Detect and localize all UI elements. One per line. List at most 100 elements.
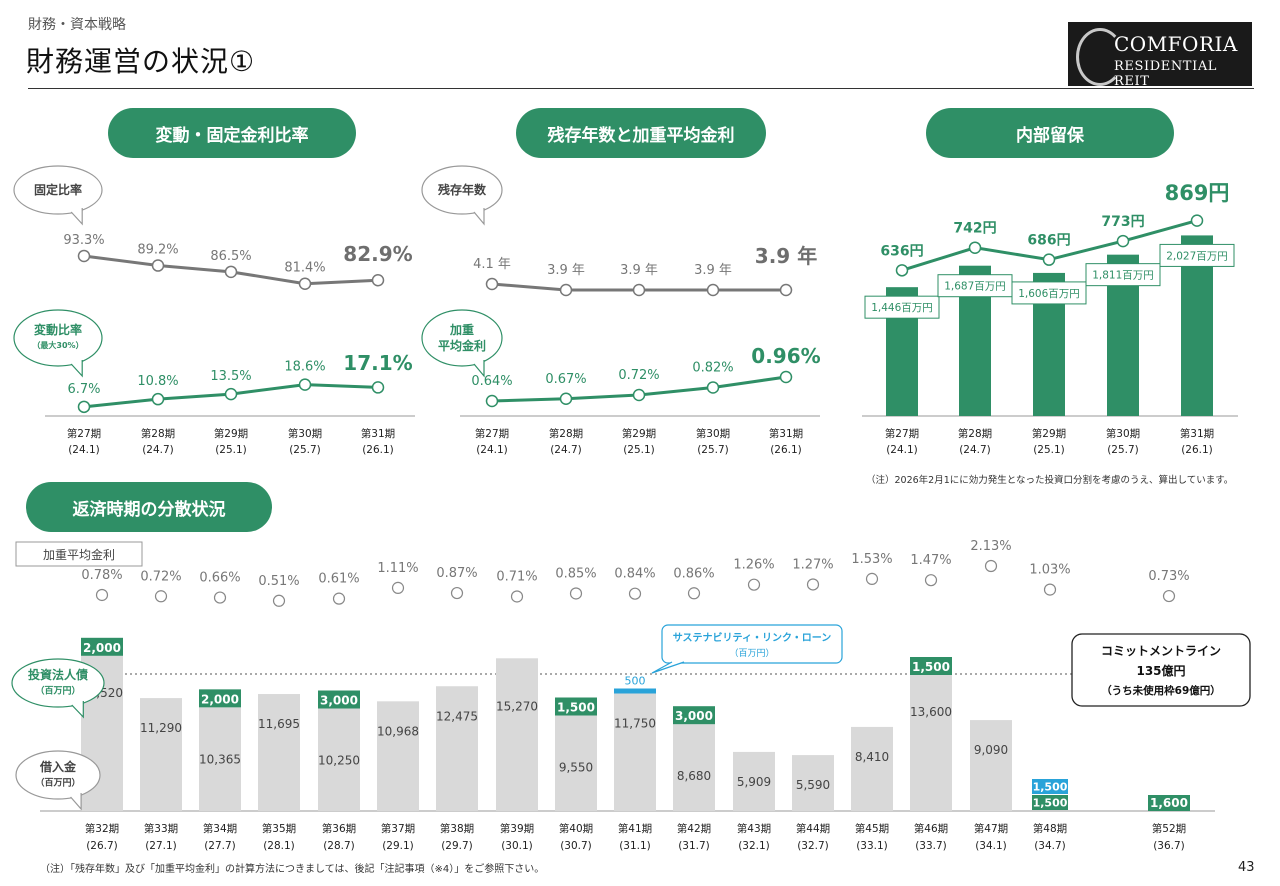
bond-bar-2	[199, 689, 241, 708]
bond-legend-bubble	[11, 658, 105, 708]
distribution-tick-10: 第42期	[677, 822, 711, 835]
sll-callout-unit: （百万円）	[729, 648, 774, 659]
loan-bar-5	[377, 701, 419, 811]
retained-per-unit-label-4: 869円	[1165, 181, 1230, 205]
retained-x-tick-sub-3: (25.7)	[1107, 444, 1139, 456]
loan-label-13: 8,410	[855, 750, 889, 764]
retained-earnings-chart: 1,446百万円 1,687百万円 1,606百万円 1,811百万円 2,027百万円…	[862, 181, 1238, 456]
avg-rate-legend-bubble-tail	[473, 360, 485, 378]
loan-bar-9	[614, 693, 656, 811]
remaining-years-point-2	[632, 283, 646, 297]
loan-label-4: 10,250	[318, 754, 360, 768]
distribution-tick-16: 第48期	[1033, 822, 1067, 835]
retained-note: （注）2026年2月1にに効力発生となった投資口分割を考慮のうえ、算出しています…	[866, 475, 1234, 486]
bond-bar-16	[1032, 795, 1068, 810]
avg-rate-label-2: 0.72%	[618, 368, 659, 383]
rate-point-6	[450, 586, 464, 600]
distribution-tick-sub-10: (31.7)	[678, 840, 710, 852]
commitment-line-2: 135億円	[1136, 663, 1185, 678]
logo-name: COMFORIA	[1114, 32, 1238, 56]
remaining-years-point-4	[779, 283, 793, 297]
bond-label-4: 3,000	[320, 694, 358, 708]
rate-point-1	[154, 590, 168, 603]
rate-point-7	[510, 590, 524, 603]
distribution-tick-sub-11: (32.1)	[738, 840, 770, 852]
distribution-tick-7: 第39期	[500, 822, 534, 835]
retained-x-tick-0: 第27期	[885, 427, 919, 440]
bond-bar-0	[81, 637, 123, 656]
loan-bar-15	[970, 720, 1012, 811]
maturity-rate-chart: 4.1 年 3.9 年 3.9 年 3.9 年 3.9 年 0.64% 0.67% 0.72%…	[421, 165, 821, 456]
fixed-rate-x-tick-0: 第27期	[67, 427, 101, 440]
loan-label-6: 12,475	[436, 709, 478, 723]
retained-bar-label-2: 1,606百万円	[1018, 288, 1080, 300]
floating-ratio-label-0: 6.7%	[67, 382, 100, 397]
bond-legend-bubble-tail	[71, 701, 84, 719]
retained-per-unit-label-1: 742円	[953, 221, 996, 237]
fixed-ratio-point-4	[371, 273, 385, 287]
loan-bar-4	[318, 708, 360, 811]
remaining-years-legend-bubble-tail	[473, 208, 485, 226]
fixed-rate-x-tick-sub-1: (24.7)	[142, 444, 174, 456]
distribution-tick-sub-6: (29.7)	[441, 840, 473, 852]
distribution-tick-17: 第52期	[1152, 822, 1186, 835]
footnote: （注）「残存年数」及び「加重平均金利」の計算方法につきましては、後記「注記事項（…	[40, 864, 545, 875]
remaining-years-point-3	[706, 283, 720, 297]
sll-label-9: 500	[625, 675, 646, 688]
panel-heading-maturity: 残存年数と加重平均金利	[516, 108, 766, 158]
floating-ratio-label-1: 10.8%	[137, 374, 178, 389]
rate-label-11: 1.26%	[733, 558, 774, 573]
fixed-ratio-point-1	[151, 259, 165, 272]
header-divider	[28, 88, 1254, 89]
fixed-ratio-point-2	[224, 265, 238, 279]
loan-label-15: 9,090	[974, 743, 1008, 757]
loan-legend-label-1: （百万円）	[35, 778, 80, 789]
rate-legend-box	[15, 541, 143, 567]
rate-label-3: 0.51%	[258, 574, 299, 589]
retained-x-tick-sub-2: (25.1)	[1033, 444, 1065, 456]
fixed-ratio-label-4: 82.9%	[343, 242, 412, 266]
rate-label-0: 0.78%	[81, 568, 122, 583]
retained-per-unit-point-2	[1042, 253, 1056, 266]
rate-point-3	[272, 594, 286, 607]
loan-label-3: 11,695	[258, 717, 300, 731]
bond-label-16: 1,500	[1033, 797, 1068, 810]
distribution-tick-11: 第43期	[737, 822, 771, 835]
rate-label-1: 0.72%	[140, 569, 181, 584]
rate-legend-label: 加重平均金利	[43, 547, 115, 562]
bond-bar-17	[1148, 795, 1190, 811]
fixed-ratio-point-0	[77, 249, 91, 263]
repayment-distribution-chart: 加重平均金利15,5202,0000.78%第32期(26.7)11,2900.…	[11, 539, 1251, 852]
distribution-tick-sub-1: (27.1)	[145, 840, 177, 852]
distribution-tick-12: 第44期	[796, 822, 830, 835]
retained-bar-label-box-4	[1159, 243, 1235, 267]
fixed-ratio-legend-bubble-tail	[70, 208, 83, 226]
rate-label-12: 1.27%	[792, 557, 833, 572]
rate-label-16: 1.03%	[1029, 563, 1070, 578]
floating-ratio-legend-label-1: （最大30%）	[32, 340, 83, 350]
avg-rate-label-4: 0.96%	[751, 344, 820, 368]
remaining-years-label-4: 3.9 年	[755, 244, 817, 268]
avg-rate-point-0	[485, 394, 499, 408]
avg-rate-point-3	[706, 381, 720, 394]
loan-bar-14	[910, 675, 952, 811]
maturity-x-tick-0: 第27期	[475, 427, 509, 440]
panel-heading-fixed-rate: 変動・固定金利比率	[108, 108, 356, 158]
distribution-tick-sub-2: (27.7)	[204, 840, 236, 852]
fixed-rate-x-tick-sub-2: (25.1)	[215, 444, 247, 456]
fixed-floating-rate-chart: 93.3% 89.2% 86.5% 81.4% 82.9% 6.7% 10.8% 13.5% 1…	[13, 165, 415, 456]
loan-legend-bubble-tail	[70, 793, 82, 811]
commitment-box	[1071, 633, 1251, 707]
maturity-x-tick-1: 第28期	[549, 427, 583, 440]
maturity-x-tick-sub-3: (25.7)	[697, 444, 729, 456]
floating-ratio-legend-bubble	[13, 309, 103, 367]
retained-bar-label-box-0	[864, 295, 940, 319]
rate-point-11	[747, 578, 761, 591]
remaining-years-label-1: 3.9 年	[547, 263, 585, 278]
rate-label-8: 0.85%	[555, 566, 596, 581]
floating-ratio-point-1	[151, 392, 165, 406]
fixed-rate-x-tick-3: 第30期	[288, 427, 322, 440]
fixed-ratio-label-0: 93.3%	[63, 233, 104, 248]
bond-legend-label-1: （百万円）	[35, 686, 80, 697]
commitment-line-3: （うち未使用枠69億円）	[1101, 684, 1221, 697]
